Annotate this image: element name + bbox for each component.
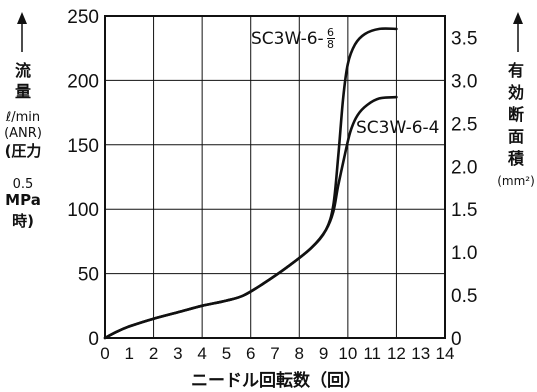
y-right-tick-label: 2.0 — [451, 157, 477, 178]
series-label-base: SC3W-6- — [251, 29, 324, 49]
y-right-label-line: 面 — [508, 127, 524, 146]
x-tick-label: 10 — [338, 344, 357, 363]
series-labels: SC3W-6-4 SC3W-6- 68 — [251, 26, 440, 138]
series-label-sc3w-6-4: SC3W-6-4 — [356, 118, 440, 138]
y-right-tick-labels: 0 0.5 1.0 1.5 2.0 2.5 3.0 3.5 — [451, 28, 477, 350]
series-line-sc3w-6-6-8 — [103, 27, 398, 340]
y-right-tick-label: 3.5 — [451, 28, 477, 49]
y-left-tick-label: 200 — [67, 71, 99, 92]
y-left-label-line: ℓ/min — [5, 110, 40, 125]
y-left-tick-label: 100 — [67, 200, 99, 221]
y-left-label-line: 時) — [12, 212, 34, 230]
x-tick-label: 3 — [173, 344, 182, 363]
x-tick-label: 0 — [100, 344, 109, 363]
x-tick-label: 1 — [125, 344, 134, 363]
x-tick-label: 2 — [149, 344, 158, 363]
y-left-label-line: 0.5 — [13, 177, 34, 192]
y-left-arrow-icon — [17, 12, 27, 52]
y-left-tick-label: 150 — [67, 136, 99, 157]
y-right-tick-label: 1.0 — [451, 243, 477, 264]
y-right-label-line: 有 — [508, 61, 524, 80]
x-tick-labels: 0 1 2 3 4 5 6 7 8 9 10 11 12 13 14 — [100, 344, 454, 363]
y-left-label-line: 量 — [15, 82, 31, 101]
y-right-tick-label: 1.5 — [451, 200, 477, 221]
x-tick-label: 13 — [411, 344, 430, 363]
x-tick-label: 5 — [222, 344, 231, 363]
y-right-label-line: 断 — [508, 105, 524, 124]
x-tick-label: 6 — [246, 344, 255, 363]
curves — [103, 27, 398, 340]
y-left-label-line: (圧力 — [5, 142, 42, 160]
x-tick-label: 11 — [363, 344, 381, 363]
y-left-tick-label: 50 — [78, 265, 99, 286]
series-label-sub: 8 — [327, 38, 334, 51]
x-tick-label: 14 — [436, 344, 455, 363]
grid-lines — [105, 16, 445, 338]
y-left-tick-label: 250 — [67, 7, 99, 28]
x-tick-label: 8 — [295, 344, 304, 363]
x-tick-label: 7 — [270, 344, 279, 363]
plot-frame — [104, 15, 446, 339]
y-right-label-line: 効 — [508, 83, 524, 102]
x-tick-label: 12 — [387, 344, 406, 363]
x-tick-label: 9 — [319, 344, 328, 363]
x-tick-label: 4 — [197, 344, 206, 363]
y-left-tick-label: 0 — [88, 329, 99, 350]
y-left-tick-labels: 0 50 100 150 200 250 — [67, 7, 99, 350]
series-label-sup: 6 — [327, 26, 334, 39]
y-right-tick-label: 3.0 — [451, 71, 477, 92]
y-right-label-line: 積 — [507, 149, 525, 168]
y-left-label-line: MPa — [5, 191, 41, 209]
y-left-label-line: (ANR) — [4, 126, 42, 141]
y-right-arrow-icon — [513, 12, 523, 52]
y-right-tick-label: 0 — [451, 329, 462, 350]
y-right-tick-label: 0.5 — [451, 286, 477, 307]
y-left-label-line: 流 — [15, 61, 31, 80]
y-right-tick-label: 2.5 — [451, 114, 477, 135]
y-right-label-line: (mm²) — [497, 174, 535, 188]
series-label-sc3w-6-6-8: SC3W-6- 68 — [251, 26, 335, 51]
x-axis-label: ニードル回転数（回） — [191, 370, 361, 391]
